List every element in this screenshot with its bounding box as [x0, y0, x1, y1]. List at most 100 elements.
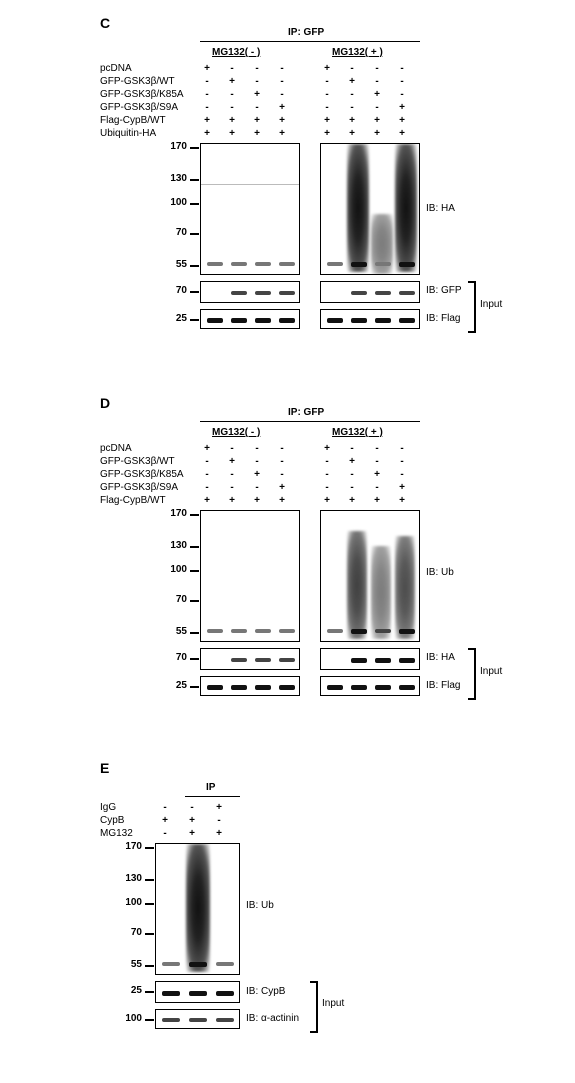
c-blot-ha-left	[200, 143, 300, 275]
c-construct-0: pcDNA	[100, 63, 132, 74]
c-sym: +	[370, 89, 384, 100]
c-mw: 100	[170, 197, 187, 208]
d-sym: -	[395, 443, 409, 454]
e-sym: +	[185, 828, 199, 839]
d-sym: -	[200, 482, 214, 493]
panel-letter-d: D	[100, 395, 110, 411]
c-sym: +	[200, 63, 214, 74]
d-blot-ub-right	[320, 510, 420, 642]
c-blot-flag-left	[200, 309, 300, 329]
d-blot-label-flag: IB: Flag	[426, 680, 460, 691]
ip-label-e: IP	[206, 782, 215, 793]
c-sym: +	[225, 128, 239, 139]
d-blot-ha-right	[320, 648, 420, 670]
c-sym: +	[345, 128, 359, 139]
ip-underline-d	[200, 421, 420, 422]
e-mw: 25	[131, 985, 142, 996]
d-mw: 55	[176, 626, 187, 637]
c-sym: +	[275, 102, 289, 113]
c-mw: 70	[176, 227, 187, 238]
d-mw: 170	[170, 508, 187, 519]
d-sym: +	[345, 456, 359, 467]
c-sym: -	[320, 89, 334, 100]
c-blot-label-gfp: IB: GFP	[426, 285, 462, 296]
c-sym: +	[370, 128, 384, 139]
e-blot-cypb	[155, 981, 240, 1003]
c-construct-2: GFP-GSK3β/K85A	[100, 89, 184, 100]
c-sym: -	[275, 89, 289, 100]
d-input-label: Input	[480, 666, 502, 677]
d-blot-flag-left	[200, 676, 300, 696]
e-mw: 170	[125, 841, 142, 852]
c-sym: -	[345, 89, 359, 100]
c-sym: -	[225, 89, 239, 100]
d-blot-ha-left	[200, 648, 300, 670]
c-sym: -	[275, 63, 289, 74]
c-sym: +	[395, 102, 409, 113]
d-sym: +	[250, 469, 264, 480]
cond-mg132-minus-d: MG132( - )	[212, 427, 260, 438]
d-blot-label-ha: IB: HA	[426, 652, 455, 663]
c-sym: +	[200, 115, 214, 126]
c-blot-flag-right	[320, 309, 420, 329]
d-sym: -	[320, 469, 334, 480]
c-mw: 25	[176, 313, 187, 324]
c-sym: -	[250, 76, 264, 87]
d-mw: 130	[170, 540, 187, 551]
e-input-bracket	[310, 981, 318, 1033]
c-sym: -	[200, 89, 214, 100]
cond-mg132-plus-d: MG132( + )	[332, 427, 383, 438]
c-sym: +	[320, 128, 334, 139]
d-sym: +	[395, 482, 409, 493]
c-blot-label-ha: IB: HA	[426, 203, 455, 214]
c-sym: +	[345, 115, 359, 126]
e-sym: +	[212, 828, 226, 839]
d-mw: 70	[176, 594, 187, 605]
c-sym: -	[275, 76, 289, 87]
c-sym: -	[370, 63, 384, 74]
c-sym: -	[250, 63, 264, 74]
c-sym: -	[225, 63, 239, 74]
e-blot-label-ub: IB: Ub	[246, 900, 274, 911]
e-sym: -	[158, 802, 172, 813]
d-sym: +	[250, 495, 264, 506]
d-construct-1: GFP-GSK3β/WT	[100, 456, 175, 467]
e-sym: +	[185, 815, 199, 826]
e-construct-1: CypB	[100, 815, 124, 826]
d-sym: -	[275, 456, 289, 467]
e-sym: -	[158, 828, 172, 839]
d-construct-4: Flag-CypB/WT	[100, 495, 166, 506]
d-sym: +	[225, 495, 239, 506]
d-sym: -	[250, 443, 264, 454]
d-sym: -	[250, 456, 264, 467]
d-sym: +	[275, 482, 289, 493]
d-sym: -	[200, 469, 214, 480]
d-sym: -	[345, 443, 359, 454]
d-sym: -	[250, 482, 264, 493]
c-sym: +	[200, 128, 214, 139]
d-sym: +	[225, 456, 239, 467]
c-sym: +	[225, 115, 239, 126]
d-sym: +	[345, 495, 359, 506]
c-blot-gfp-left	[200, 281, 300, 303]
c-sym: +	[395, 115, 409, 126]
e-construct-0: IgG	[100, 802, 116, 813]
e-blot-label-cypb: IB: CypB	[246, 986, 285, 997]
panel-e: E IP IgG CypB MG132 - - + + + - - + + 17…	[0, 760, 575, 1070]
d-construct-2: GFP-GSK3β/K85A	[100, 469, 184, 480]
d-sym: -	[370, 456, 384, 467]
d-sym: -	[200, 456, 214, 467]
d-sym: -	[275, 443, 289, 454]
c-sym: -	[225, 102, 239, 113]
c-sym: -	[370, 76, 384, 87]
e-mw: 100	[125, 1013, 142, 1024]
c-sym: -	[200, 76, 214, 87]
d-input-bracket	[468, 648, 476, 700]
panel-c: C IP: GFP MG132( - ) MG132( + ) pcDNA GF…	[0, 15, 575, 385]
d-blot-ub-left	[200, 510, 300, 642]
c-sym: +	[395, 128, 409, 139]
d-sym: +	[320, 443, 334, 454]
c-mw: 170	[170, 141, 187, 152]
e-sym: -	[185, 802, 199, 813]
d-sym: -	[370, 443, 384, 454]
